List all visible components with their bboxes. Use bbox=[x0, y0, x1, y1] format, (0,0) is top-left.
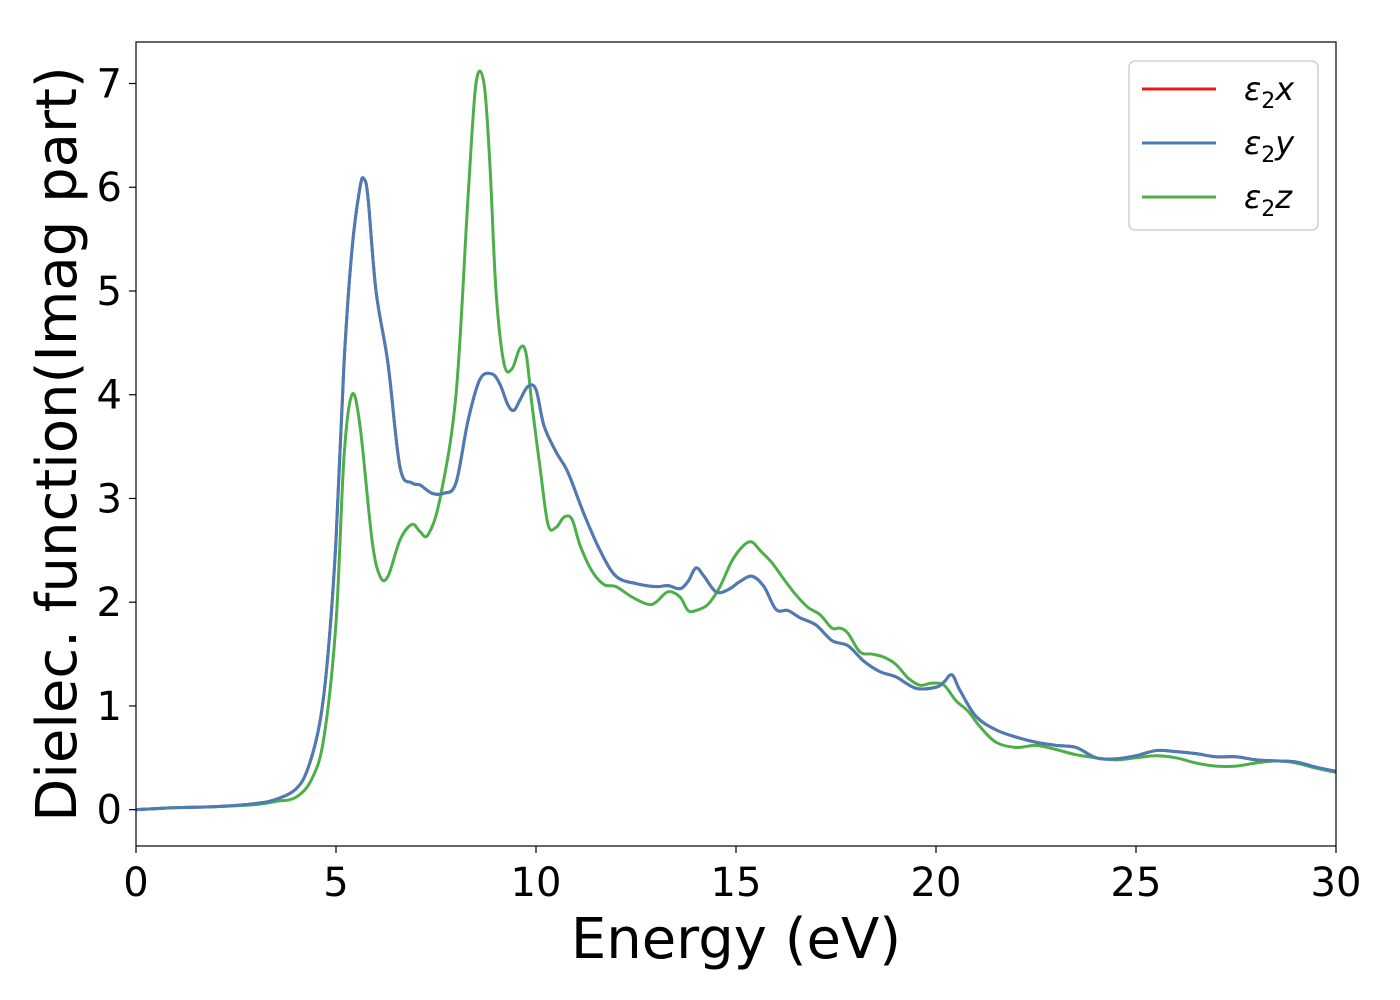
series-line-x bbox=[136, 176, 1336, 812]
legend: ε2x ε2y ε2z bbox=[1128, 60, 1319, 231]
y-tick-label: 7 bbox=[97, 61, 122, 107]
legend-label-x: ε2x bbox=[1244, 70, 1295, 114]
y-tick-label: 4 bbox=[97, 373, 122, 419]
x-tick-label: 20 bbox=[911, 860, 962, 906]
x-axis-title: Energy (eV) bbox=[571, 907, 901, 972]
series-line-z bbox=[136, 69, 1336, 812]
y-tick-label: 1 bbox=[97, 684, 122, 730]
x-tick-label: 30 bbox=[1311, 860, 1362, 906]
y-tick-label: 0 bbox=[97, 788, 122, 834]
y-tick-label: 6 bbox=[97, 165, 122, 211]
x-tick-label: 15 bbox=[711, 860, 762, 906]
series-line-y bbox=[136, 176, 1336, 812]
y-axis-title: Dielec. function(Imag part) bbox=[25, 66, 90, 822]
y-tick-label: 3 bbox=[97, 476, 122, 522]
legend-label-y: ε2y bbox=[1244, 124, 1295, 168]
x-tick-label: 10 bbox=[511, 860, 562, 906]
x-tick-label: 5 bbox=[323, 860, 348, 906]
y-tick-label: 2 bbox=[97, 580, 122, 626]
y-tick-label: 5 bbox=[97, 269, 122, 315]
plot-area bbox=[136, 69, 1336, 812]
legend-box bbox=[1128, 60, 1319, 231]
axes: 0 5 10 15 20 25 30 0 1 2 3 4 5 6 7 bbox=[97, 41, 1362, 906]
legend-label-z: ε2z bbox=[1244, 178, 1293, 222]
x-tick-label: 25 bbox=[1111, 860, 1162, 906]
x-tick-label: 0 bbox=[123, 860, 148, 906]
